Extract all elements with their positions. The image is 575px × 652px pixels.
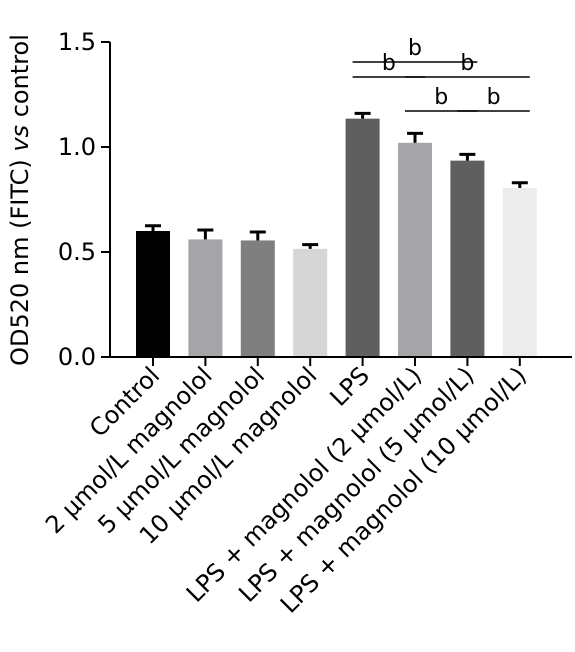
bar [398, 142, 432, 357]
y-axis-title-prefix: OD520 nm (FITC) [6, 152, 34, 366]
significance-label: b [408, 36, 422, 61]
significance-label: b [460, 51, 474, 76]
bar [502, 187, 537, 357]
bar [345, 118, 380, 358]
y-axis-title: OD520 nm (FITC) vs control [6, 34, 34, 366]
bar [293, 248, 328, 357]
y-tick-label: 0.0 [58, 343, 96, 371]
y-axis-title-vs: vs [6, 125, 34, 152]
y-axis-title-suffix: control [6, 34, 34, 125]
bar [240, 240, 275, 357]
bar [136, 231, 170, 357]
y-tick-label: 0.5 [58, 238, 96, 266]
significance-label: b [434, 85, 448, 110]
significance-label: b [382, 51, 396, 76]
y-tick-label: 1.5 [58, 28, 96, 56]
significance-label: b [487, 85, 501, 110]
bar [188, 239, 223, 357]
y-tick-label: 1.0 [58, 133, 96, 161]
bar [450, 160, 485, 357]
